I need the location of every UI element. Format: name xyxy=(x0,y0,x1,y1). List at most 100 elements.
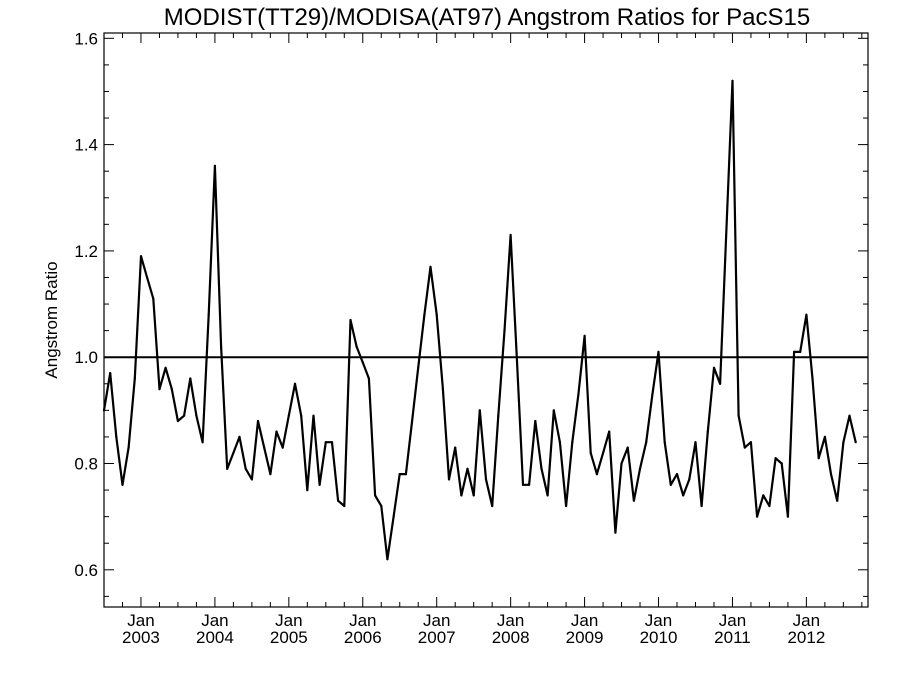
data-point xyxy=(337,499,340,502)
data-point xyxy=(675,473,679,476)
data-point xyxy=(374,494,377,497)
data-point xyxy=(164,366,167,369)
data-point xyxy=(361,361,364,364)
data-point xyxy=(349,318,352,322)
data-point xyxy=(139,255,143,258)
data-point xyxy=(793,350,796,353)
data-point xyxy=(152,297,155,300)
data-point xyxy=(608,430,611,433)
data-point xyxy=(441,388,444,391)
data-point xyxy=(121,483,124,486)
x-tick-month-label: Jan xyxy=(349,611,376,630)
data-point xyxy=(367,377,370,380)
data-point xyxy=(491,504,494,508)
data-point xyxy=(786,515,790,518)
x-tick-year-label: 2010 xyxy=(640,628,678,647)
data-point xyxy=(146,276,149,279)
data-point xyxy=(762,494,765,497)
data-point xyxy=(842,441,845,444)
data-point xyxy=(651,393,654,396)
data-point xyxy=(552,409,555,412)
data-point xyxy=(478,409,481,412)
data-point xyxy=(213,164,216,167)
data-point xyxy=(583,334,586,337)
data-point xyxy=(411,419,414,423)
x-tick-year-label: 2012 xyxy=(787,628,825,647)
data-point xyxy=(244,467,247,470)
data-point xyxy=(577,393,580,396)
data-point xyxy=(343,504,346,508)
data-point xyxy=(743,446,746,449)
data-point xyxy=(799,350,802,353)
data-point xyxy=(497,414,500,417)
data-point xyxy=(854,441,857,444)
data-point xyxy=(602,451,605,454)
data-point xyxy=(417,366,420,369)
x-tick-year-label: 2009 xyxy=(566,628,604,647)
data-point xyxy=(293,382,297,385)
data-point xyxy=(632,499,636,502)
data-point xyxy=(460,494,463,497)
data-point xyxy=(109,372,112,375)
data-point xyxy=(472,494,475,497)
data-point xyxy=(534,419,537,423)
data-point xyxy=(528,483,531,486)
data-point xyxy=(466,467,469,470)
data-point xyxy=(404,473,407,476)
data-point xyxy=(663,441,666,444)
data-point xyxy=(719,382,722,385)
data-point xyxy=(712,366,716,369)
data-point xyxy=(509,233,512,237)
data-point xyxy=(386,558,389,561)
data-point xyxy=(355,345,358,348)
x-tick-year-label: 2007 xyxy=(418,628,456,647)
data-point xyxy=(423,313,426,316)
y-tick-label: 1.0 xyxy=(74,348,98,367)
data-point xyxy=(688,478,691,481)
y-tick-label: 0.6 xyxy=(74,561,98,580)
data-point xyxy=(565,504,568,508)
data-point xyxy=(398,473,401,476)
data-point xyxy=(540,467,543,470)
data-point xyxy=(133,377,136,380)
data-point xyxy=(589,451,592,454)
data-point xyxy=(700,504,703,508)
data-point xyxy=(226,467,229,470)
data-point xyxy=(300,414,303,417)
y-tick-label: 1.2 xyxy=(74,242,98,261)
data-point xyxy=(558,441,562,444)
data-point xyxy=(836,499,839,502)
data-point xyxy=(571,441,574,444)
x-tick-month-label: Jan xyxy=(645,611,672,630)
series-layer xyxy=(102,79,857,561)
data-point xyxy=(706,430,709,433)
data-point xyxy=(380,504,383,508)
data-point xyxy=(256,419,260,423)
data-point xyxy=(287,414,290,417)
data-point xyxy=(269,473,272,476)
data-point xyxy=(546,494,549,497)
data-point xyxy=(694,441,697,444)
data-point xyxy=(318,483,321,486)
x-tick-month-label: Jan xyxy=(719,611,746,630)
data-point xyxy=(756,515,759,518)
data-point xyxy=(749,441,753,444)
data-point xyxy=(682,494,685,497)
y-tick-label: 0.8 xyxy=(74,455,98,474)
data-point xyxy=(195,414,198,417)
data-point xyxy=(189,377,192,380)
series-line xyxy=(102,79,857,561)
x-tick-month-label: Jan xyxy=(793,611,820,630)
data-point xyxy=(521,483,525,486)
data-point xyxy=(657,350,660,353)
x-tick-year-label: 2005 xyxy=(270,628,308,647)
plot-frame xyxy=(103,32,869,608)
x-tick-month-label: Jan xyxy=(423,611,450,630)
data-point xyxy=(484,478,488,481)
data-point xyxy=(176,419,179,423)
data-point xyxy=(183,414,186,417)
data-point xyxy=(638,467,642,470)
data-point xyxy=(201,441,204,444)
data-point xyxy=(324,441,327,444)
